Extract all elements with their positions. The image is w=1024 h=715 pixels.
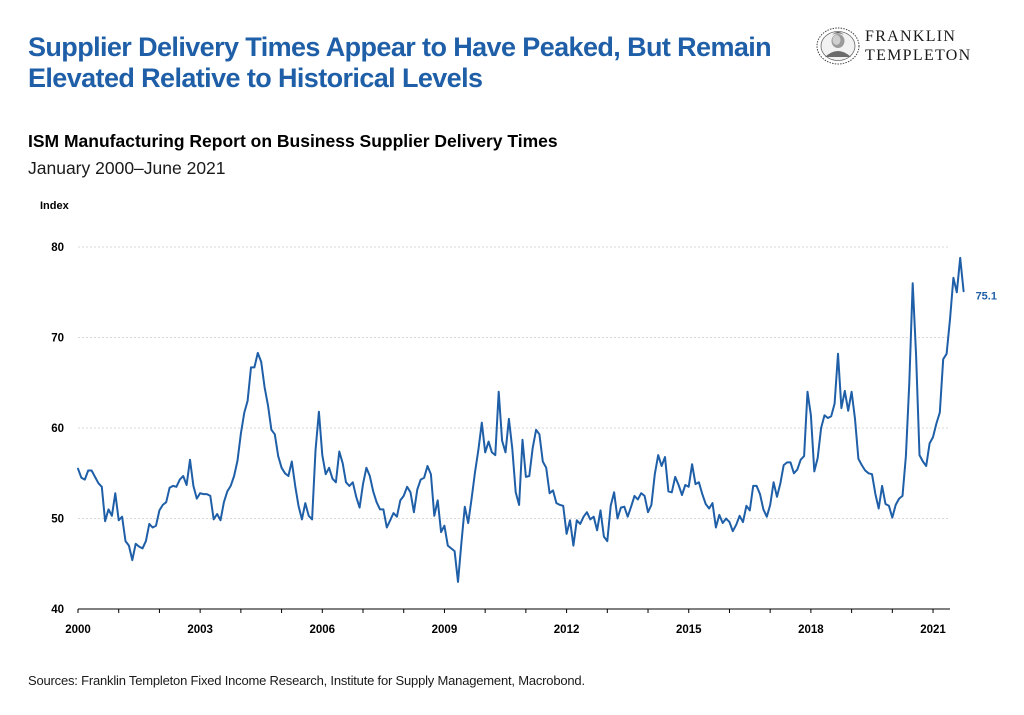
- x-axis: 2000 2003 2006 2009 2012 2015 2018 2021: [65, 608, 950, 636]
- y-tick-label-50: 50: [51, 514, 64, 526]
- y-tick-label-60: 60: [51, 423, 64, 435]
- x-tick-label-2000: 2000: [65, 624, 91, 636]
- x-tick-label-2003: 2003: [187, 624, 213, 636]
- x-tick-label-2015: 2015: [676, 624, 702, 636]
- franklin-templeton-logo: FRANKLIN TEMPLETON: [815, 26, 1000, 70]
- headline-line-2: Elevated Relative to Historical Levels: [28, 63, 483, 93]
- y-tick-label-80: 80: [51, 242, 64, 254]
- headline-line-1: Supplier Delivery Times Appear to Have P…: [28, 32, 772, 62]
- series-group: [77, 256, 965, 583]
- x-tick-label-2006: 2006: [309, 624, 335, 636]
- end-value-label: 75.1: [976, 290, 997, 302]
- franklin-portrait-seal-icon: [816, 27, 860, 65]
- x-tick-label-2018: 2018: [798, 624, 824, 636]
- logo-line-1: FRANKLIN: [865, 28, 957, 45]
- source-note: Sources: Franklin Templeton Fixed Income…: [28, 673, 585, 688]
- logo-line-2: TEMPLETON: [865, 47, 972, 64]
- y-axis-label: Index: [40, 200, 69, 212]
- x-tick-label-2009: 2009: [432, 624, 458, 636]
- x-tick-label-2021: 2021: [920, 624, 946, 636]
- y-tick-label-70: 70: [51, 333, 64, 345]
- chart-subtitle: January 2000–June 2021: [28, 158, 226, 178]
- y-tick-labels: 40 50 60 70 80: [51, 242, 64, 616]
- gridlines: [78, 246, 950, 519]
- headline: Supplier Delivery Times Appear to Have P…: [28, 32, 818, 94]
- series-line-0: [77, 256, 965, 583]
- x-tick-label-2012: 2012: [554, 624, 580, 636]
- chart-title: ISM Manufacturing Report on Business Sup…: [28, 131, 558, 151]
- y-tick-label-40: 40: [51, 604, 64, 616]
